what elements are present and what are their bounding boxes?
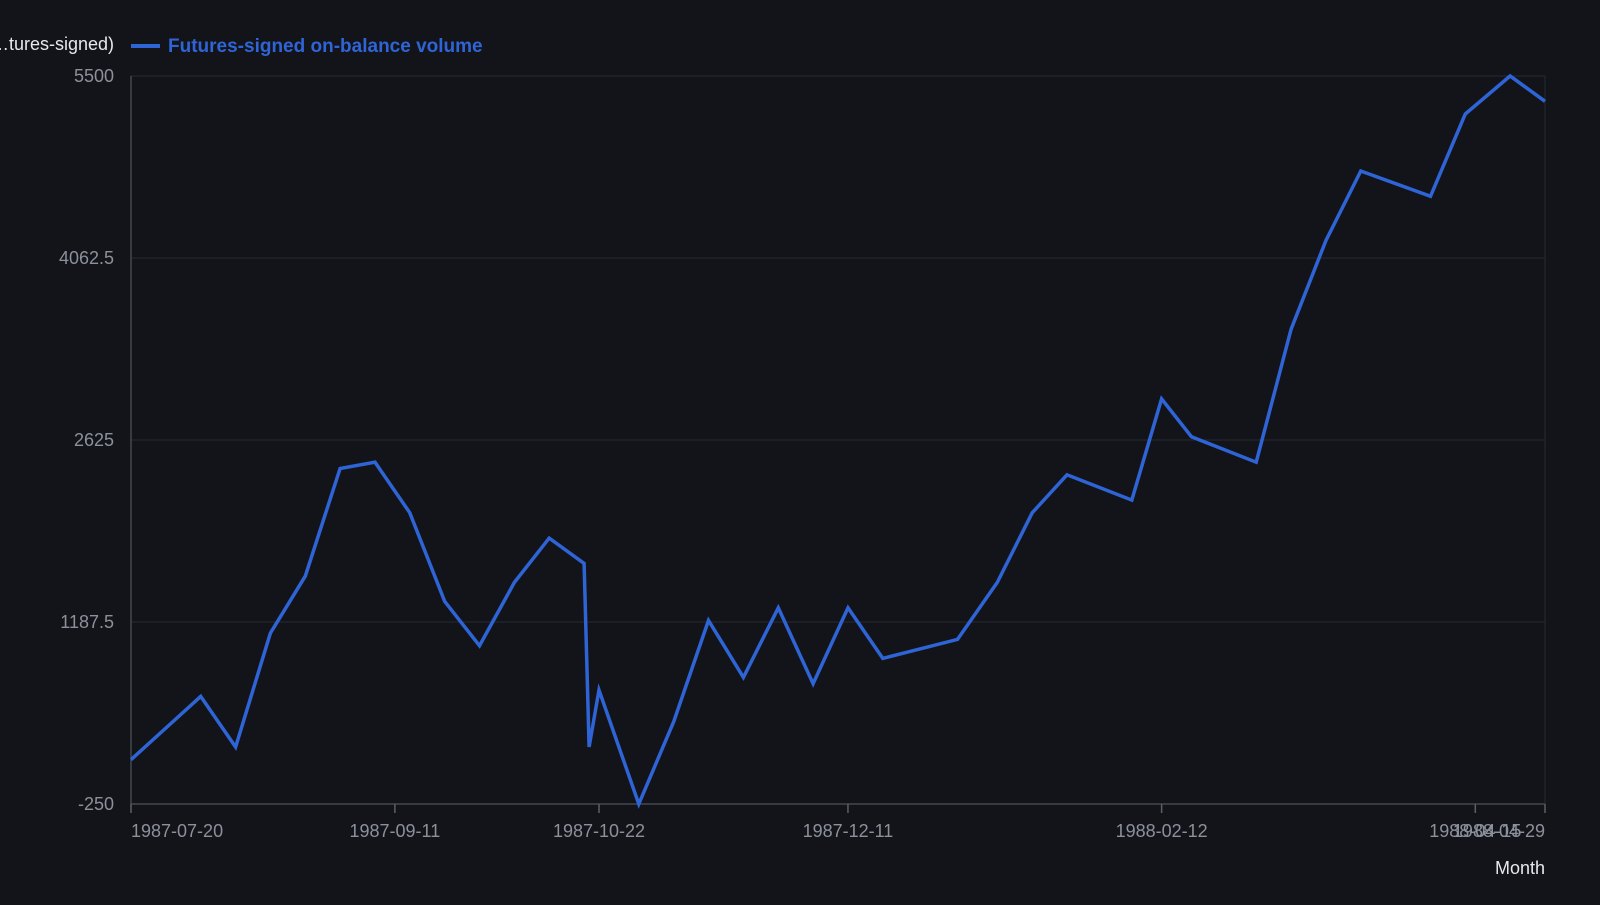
y-axis-title: …tures-signed) bbox=[0, 34, 114, 54]
x-axis-title: Month bbox=[1495, 858, 1545, 878]
x-tick-label: 1988-02-12 bbox=[1116, 821, 1208, 841]
y-tick-label: 2625 bbox=[74, 430, 114, 450]
series-lines bbox=[129, 73, 1547, 809]
axes bbox=[130, 76, 1546, 805]
x-tick-label: 1987-10-22 bbox=[553, 821, 645, 841]
ticks: 5500 4062.5 2625 1187.5 -250 1987-07-20 1987-0… bbox=[59, 66, 1546, 841]
gridlines bbox=[131, 75, 1545, 805]
y-tick-label: 5500 bbox=[74, 66, 114, 86]
x-tick-label: 1987-09-11 bbox=[350, 821, 441, 841]
x-tick-label: 1988-04-15 bbox=[1429, 821, 1521, 841]
x-tick-label: 1988-04-29 bbox=[1453, 821, 1545, 841]
legend-entry-label: Futures-signed on-balance volume bbox=[168, 36, 483, 57]
x-tick-label: 1987-07-20 bbox=[131, 821, 223, 841]
series-line-0 bbox=[129, 73, 1547, 809]
y-tick-label: -250 bbox=[78, 794, 114, 814]
legend[interactable]: Futures-signed on-balance volume bbox=[131, 36, 483, 57]
y-tick-label: 4062.5 bbox=[59, 248, 114, 268]
x-tick-label: 1987-12-11 bbox=[803, 821, 894, 841]
y-tick-label: 1187.5 bbox=[60, 612, 114, 632]
